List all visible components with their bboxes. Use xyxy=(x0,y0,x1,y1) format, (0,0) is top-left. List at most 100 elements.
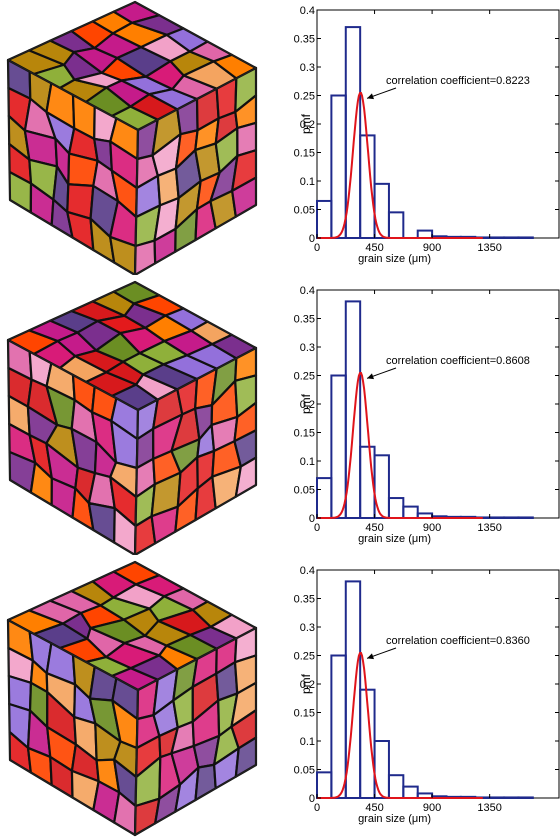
chart-1-plot-area xyxy=(316,9,560,239)
cube-edge xyxy=(137,67,257,131)
chart-3-ytick-label: 0.35 xyxy=(294,594,315,606)
cube-edge xyxy=(134,281,257,349)
chart-3-ytick-label: 0.05 xyxy=(294,765,315,777)
cube-edge xyxy=(134,689,139,836)
chart-3-bar xyxy=(503,796,520,799)
chart-2-bar xyxy=(488,516,506,519)
chart-1-ytick-label: 0.4 xyxy=(300,5,315,17)
chart-2-ytick-label: 0.25 xyxy=(294,371,315,383)
chart-2-fit-curve xyxy=(317,372,483,519)
grain-left xyxy=(109,235,137,275)
chart-3-bar xyxy=(488,796,506,799)
chart-1-ytick-label: 0.3 xyxy=(300,62,315,74)
chart-2-ytick-label: 0.35 xyxy=(294,314,315,326)
cube-edge xyxy=(137,627,257,691)
cube-edge xyxy=(7,339,11,481)
chart-1-bar xyxy=(344,26,362,239)
cube-edge xyxy=(134,129,139,275)
chart-1-bar xyxy=(517,236,534,239)
cube-edge xyxy=(7,1,136,61)
histogram-plot-2: 0 0.05 0.1 0.15 0.2 0.25 0.3 0.35 0.4 0 450 900 1350… xyxy=(294,285,560,545)
chart-1-ytick-label: 0.05 xyxy=(294,205,315,217)
chart-1-xtick-label: 1350 xyxy=(477,242,501,254)
chart-3-ytick-label: 0 xyxy=(309,793,315,805)
chart-3-ytick-label: 0.4 xyxy=(300,565,315,577)
chart-1-ytick-label: 0.25 xyxy=(294,91,315,103)
chart-1-annotation-arrowhead xyxy=(367,93,375,100)
chart-3-xtick-label: 1350 xyxy=(477,802,501,814)
chart-3-annotation: correlation coefficient=0.8360 xyxy=(386,635,530,647)
chart-2-annotation-arrowhead xyxy=(367,373,375,380)
chart-3-xtick-label: 900 xyxy=(423,802,441,814)
cube-edge xyxy=(7,59,139,131)
chart-2-ytick-label: 0.15 xyxy=(294,428,315,440)
cube-edge xyxy=(134,409,139,555)
cube-edge xyxy=(7,619,139,691)
chart-1-bar xyxy=(503,236,520,239)
chart-3-x-axis-label: grain size (μm) xyxy=(358,813,431,825)
chart-1-ytick-label: 0.35 xyxy=(294,34,315,46)
microstructure-cube-3 xyxy=(6,560,258,837)
chart-3-bar xyxy=(517,796,534,799)
chart-2-y-axis-label: pmf xyxy=(299,393,313,414)
chart-2-plot-area xyxy=(316,289,560,519)
grain-left xyxy=(87,502,116,544)
chart-2-bar xyxy=(503,516,520,519)
histogram-plot-3: 0 0.05 0.1 0.15 0.2 0.25 0.3 0.35 0.4 0 450 900 1350… xyxy=(294,565,560,825)
chart-3-ytick-label: 0.3 xyxy=(300,622,315,634)
cube-edge xyxy=(9,479,136,555)
chart-2-bar xyxy=(517,516,534,519)
chart-2-xtick-label: 900 xyxy=(423,522,441,534)
chart-1-xtick-label: 450 xyxy=(365,242,383,254)
grain-left xyxy=(66,210,95,252)
chart-1-ytick-label: 0.2 xyxy=(300,119,315,131)
chart-2-xtick-label: 0 xyxy=(314,522,320,534)
grain-left xyxy=(113,507,137,555)
microstructure-cube-2 xyxy=(6,280,258,555)
chart-1-x-axis-label: grain size (μm) xyxy=(358,253,431,265)
chart-2-annotation: correlation coefficient=0.8608 xyxy=(386,355,530,367)
chart-3-ytick-label: 0.15 xyxy=(294,708,315,720)
chart-3-xtick-label: 450 xyxy=(365,802,383,814)
chart-2-xtick-label: 450 xyxy=(365,522,383,534)
cube-edge xyxy=(7,339,139,411)
chart-2-bar xyxy=(373,454,390,520)
cube-edge xyxy=(7,561,136,621)
cube-edge xyxy=(9,199,136,275)
chart-2-x-axis-label: grain size (μm) xyxy=(358,533,431,545)
chart-3-xtick-label: 0 xyxy=(314,802,320,814)
chart-1-xtick-label: 0 xyxy=(314,242,320,254)
chart-3-fit-curve xyxy=(317,652,483,799)
chart-2-ytick-label: 0.3 xyxy=(300,342,315,354)
chart-2-xtick-label: 1350 xyxy=(477,522,501,534)
cube-edge xyxy=(7,59,11,201)
panel-2: 0 0.05 0.1 0.15 0.2 0.25 0.3 0.35 0.4 0 450 900 1350… xyxy=(0,280,560,560)
chart-3-plot-area xyxy=(316,569,560,799)
chart-3-ytick-label: 0.25 xyxy=(294,651,315,663)
cube-edge xyxy=(134,484,257,555)
chart-2-ytick-label: 0.05 xyxy=(294,485,315,497)
chart-1-bar xyxy=(488,236,506,239)
cube-edge xyxy=(134,204,257,275)
chart-3-ytick-label: 0.2 xyxy=(300,679,315,691)
chart-1-fit-curve xyxy=(317,92,483,239)
chart-2-ytick-label: 0.1 xyxy=(300,456,315,468)
chart-1-annotation: correlation coefficient=0.8223 xyxy=(386,75,530,87)
panel-1: 0 0.05 0.1 0.15 0.2 0.25 0.3 0.35 0.4 0 450 900 1350… xyxy=(0,0,560,280)
cube-edge xyxy=(137,347,257,411)
chart-3-y-axis-label: pmf xyxy=(299,673,313,694)
cube-edge xyxy=(134,561,257,629)
cube-edge xyxy=(134,764,257,836)
cube-edge xyxy=(7,619,11,761)
chart-1-ytick-label: 0.1 xyxy=(300,176,315,188)
cube-edge xyxy=(7,281,136,341)
chart-3-ytick-label: 0.1 xyxy=(300,736,315,748)
panel-3: 0 0.05 0.1 0.15 0.2 0.25 0.3 0.35 0.4 0 450 900 1350… xyxy=(0,560,560,840)
chart-3-annotation-arrowhead xyxy=(367,653,375,660)
chart-2-ytick-label: 0.2 xyxy=(300,399,315,411)
cube-edge xyxy=(9,759,136,836)
cube-edge xyxy=(134,1,257,69)
chart-1-xtick-label: 900 xyxy=(423,242,441,254)
chart-2-ytick-label: 0.4 xyxy=(300,285,315,297)
histogram-plot-1: 0 0.05 0.1 0.15 0.2 0.25 0.3 0.35 0.4 0 450 900 1350… xyxy=(294,5,560,265)
